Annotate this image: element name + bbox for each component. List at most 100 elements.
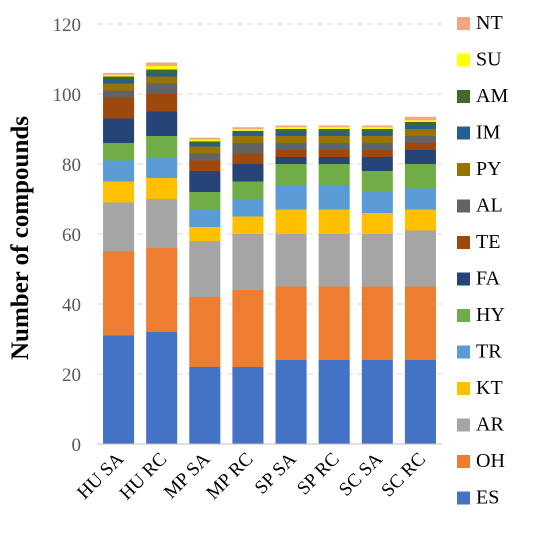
bar-segment-im xyxy=(103,80,135,84)
bar-segment-im xyxy=(275,132,307,136)
bar-segment-ar xyxy=(361,234,393,287)
legend-item: AM xyxy=(457,85,508,107)
bar-segment-im xyxy=(189,143,221,147)
legend-item: SU xyxy=(457,49,502,71)
y-tick-label: 20 xyxy=(62,365,81,386)
bar-segment-al xyxy=(189,153,221,161)
bar-segment-al xyxy=(103,90,135,98)
bar-segment-su xyxy=(275,127,307,129)
legend-label: ES xyxy=(476,487,499,509)
bar-segment-tr xyxy=(361,192,393,213)
bar-segment-am xyxy=(275,129,307,133)
legend-label: KT xyxy=(476,377,503,399)
bar-segment-im xyxy=(232,132,264,136)
bar-segment-kt xyxy=(103,181,135,203)
bar-segment-im xyxy=(318,132,350,136)
legend-swatch xyxy=(457,17,470,30)
legend-swatch xyxy=(457,382,470,395)
bar-segment-fa xyxy=(361,157,393,171)
bar-segment-hy xyxy=(275,164,307,185)
bar-segment-oh xyxy=(275,286,307,360)
bar-segment-tr xyxy=(404,188,436,210)
bar-segment-oh xyxy=(361,286,393,360)
legend-item: ES xyxy=(457,487,499,509)
gridlines xyxy=(97,23,442,375)
bar-segment-te xyxy=(189,160,221,171)
bar-segment-al xyxy=(318,143,350,150)
legend-swatch xyxy=(457,90,470,103)
bar-segment-py xyxy=(189,146,221,154)
legend-item: PY xyxy=(457,158,502,180)
bar-segment-py xyxy=(146,76,178,84)
y-tick-label: 120 xyxy=(53,15,82,36)
bar-segment-py xyxy=(232,136,264,143)
bar-segment-am xyxy=(232,130,264,133)
bar-segment-im xyxy=(146,73,178,77)
legend-swatch xyxy=(457,345,470,359)
bar-segment-fa xyxy=(189,171,221,192)
legend-item: TE xyxy=(457,231,500,253)
bar-segment-tr xyxy=(103,160,135,182)
bar-segment-py xyxy=(275,136,307,143)
bar-segment-fa xyxy=(146,111,178,136)
legend-item: KT xyxy=(457,377,503,399)
bar-segment-oh xyxy=(103,251,135,336)
bar-segment-nt xyxy=(103,73,135,75)
legend-swatch xyxy=(457,236,470,249)
legend-item: FA xyxy=(457,268,501,290)
bar-segment-su xyxy=(232,129,264,131)
bar-stack xyxy=(232,127,264,444)
bar-segment-al xyxy=(232,143,264,154)
bar-segment-su xyxy=(361,127,393,129)
bar-segment-te xyxy=(404,143,436,150)
bar-segment-nt xyxy=(318,125,350,128)
bar-segment-fa xyxy=(275,157,307,164)
bar-segment-su xyxy=(103,74,135,77)
bar-stack xyxy=(189,137,221,444)
bar-segment-am xyxy=(404,122,436,126)
bar-segment-kt xyxy=(232,216,264,234)
legend-item: OH xyxy=(457,450,505,472)
bars xyxy=(103,62,436,444)
legend-label: OH xyxy=(476,450,505,472)
bar-segment-oh xyxy=(318,286,350,360)
legend-label: AR xyxy=(476,414,504,436)
legend-swatch xyxy=(457,418,470,432)
y-tick-label: 100 xyxy=(53,85,82,106)
bar-segment-su xyxy=(404,120,436,122)
bar-segment-py xyxy=(361,136,393,143)
y-axis-label: Number of compounds xyxy=(7,116,34,360)
x-tick-label: SC SA xyxy=(335,448,387,500)
legend-swatch xyxy=(457,199,470,213)
bar-segment-am xyxy=(361,129,393,133)
legend-swatch xyxy=(457,309,470,322)
legend-label: AM xyxy=(476,85,508,107)
y-tick-label: 60 xyxy=(62,225,81,246)
bar-segment-tr xyxy=(232,199,264,217)
bar-segment-fa xyxy=(318,157,350,164)
legend-item: NT xyxy=(457,12,503,34)
bar-segment-py xyxy=(103,83,135,91)
bar-segment-oh xyxy=(189,297,221,367)
legend-item: AR xyxy=(457,414,504,436)
legend-swatch xyxy=(457,491,470,505)
bar-segment-te xyxy=(103,97,135,119)
x-tick-label: SP SA xyxy=(251,448,301,498)
bar-segment-es xyxy=(232,367,264,444)
bar-segment-ar xyxy=(189,241,221,297)
bar-segment-al xyxy=(361,143,393,150)
bar-segment-oh xyxy=(232,290,264,367)
x-tick-label: HU RC xyxy=(116,449,172,505)
legend-swatch xyxy=(457,126,470,140)
legend-label: PY xyxy=(476,158,502,180)
bar-segment-su xyxy=(146,66,178,70)
bar-segment-tr xyxy=(146,157,178,178)
bar-segment-am xyxy=(318,129,350,133)
bar-segment-tr xyxy=(189,209,221,227)
bar-segment-am xyxy=(103,76,135,80)
bar-segment-hy xyxy=(404,164,436,189)
bar-segment-im xyxy=(404,125,436,129)
bar-stack xyxy=(404,116,436,444)
